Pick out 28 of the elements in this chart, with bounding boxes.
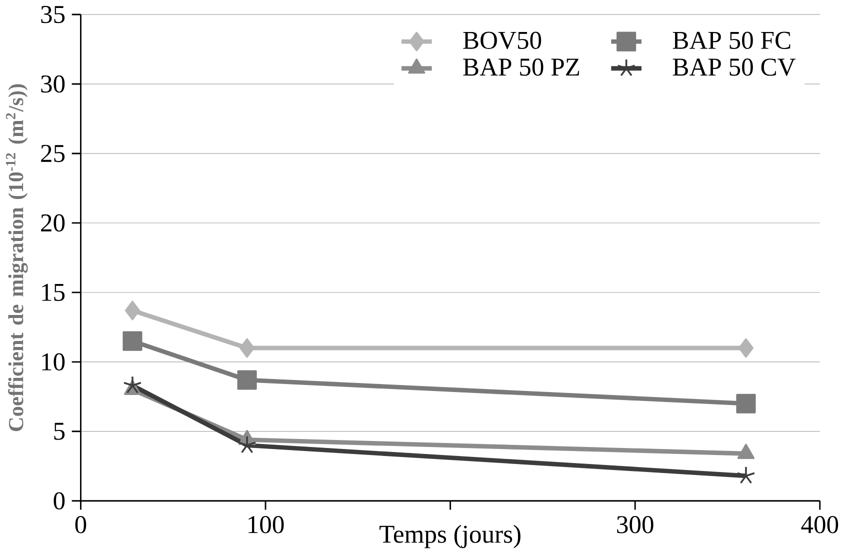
point	[736, 466, 756, 484]
point	[736, 394, 756, 414]
point	[737, 444, 755, 459]
x-tick-label: 100	[248, 516, 284, 534]
legend-label: BAP 50 CV	[672, 58, 796, 76]
point	[124, 300, 140, 320]
legend-label: BAP 50 PZ	[463, 58, 580, 76]
y-tick-label: 15	[42, 284, 65, 301]
point	[122, 331, 142, 351]
point	[239, 338, 255, 358]
x-axis-title: Temps (jours)	[380, 524, 520, 548]
y-tick-label: 20	[41, 214, 65, 232]
y-tick-label: 35	[41, 6, 65, 24]
point	[237, 370, 257, 390]
point	[238, 435, 256, 454]
x-tick-label: 0	[75, 516, 86, 534]
legend-label: BOV50	[463, 32, 542, 50]
y-tick-label: 10	[42, 353, 65, 371]
point	[123, 376, 142, 394]
point	[738, 338, 754, 358]
legend-label: BAP 50 FC	[672, 32, 790, 49]
y-tick-label: 25	[41, 144, 65, 162]
x-tick-label: 300	[617, 516, 654, 534]
y-axis-title: Coefficient de migration (10$^{-12}$ (m$^{2}$/s))	[6, 84, 28, 432]
y-tick-label: 30	[41, 75, 65, 93]
y-tick-label: 0	[54, 492, 65, 510]
x-tick-label: 400	[801, 516, 838, 534]
y-tick-label: 5	[54, 422, 65, 440]
